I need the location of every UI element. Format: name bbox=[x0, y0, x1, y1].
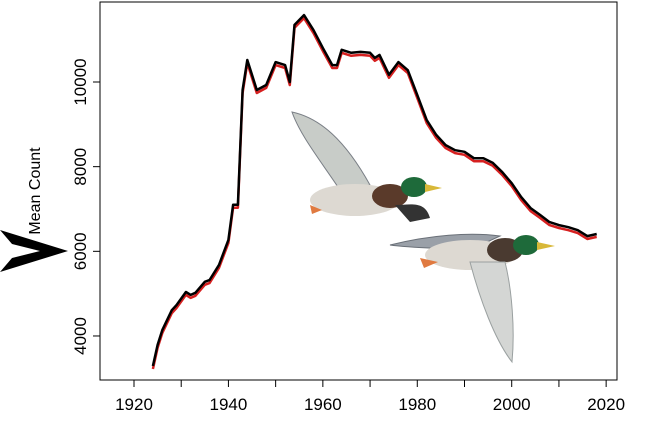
x-tick-label: 1960 bbox=[304, 395, 342, 414]
page: {"chart_data": {"type": "line", "y_label… bbox=[0, 0, 652, 430]
x-tick-label: 2000 bbox=[493, 395, 531, 414]
x-tick-label: 1940 bbox=[210, 395, 248, 414]
chart: Mean Count 1920 1940 1960 1980 2000 2020 4000 6… bbox=[0, 0, 652, 430]
y-tick-label: 8000 bbox=[71, 148, 90, 186]
y-tick-label: 4000 bbox=[71, 317, 90, 355]
y-axis-label: Mean Count bbox=[27, 147, 44, 235]
duck-illustration bbox=[390, 234, 555, 362]
x-tick-label: 1980 bbox=[398, 395, 436, 414]
x-tick-label: 2020 bbox=[587, 395, 625, 414]
y-tick-label: 10000 bbox=[71, 58, 90, 105]
x-tick-label: 1920 bbox=[115, 395, 153, 414]
duck-illustration bbox=[292, 112, 442, 222]
y-tick-label: 6000 bbox=[71, 232, 90, 270]
